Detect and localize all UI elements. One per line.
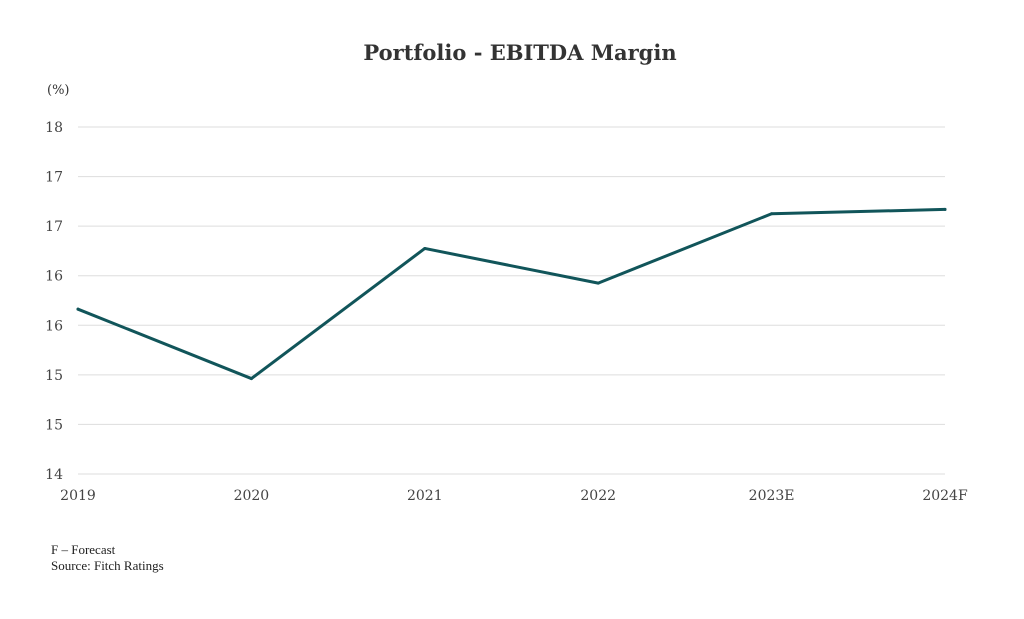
forecast-footnote: F – Forecast	[51, 542, 116, 557]
y-tick-label: 17	[45, 170, 63, 186]
data-point	[249, 377, 253, 381]
x-tick-label: 2023E	[749, 488, 795, 504]
data-point	[76, 307, 80, 311]
data-point	[943, 207, 947, 211]
x-tick-label: 2022	[580, 488, 616, 504]
y-tick-label: 14	[45, 467, 63, 483]
y-tick-label: 18	[45, 120, 63, 136]
x-tick-label: 2020	[234, 488, 270, 504]
data-point	[770, 212, 774, 216]
y-axis-unit-label: (%)	[47, 83, 70, 98]
y-tick-label: 15	[45, 368, 63, 384]
y-tick-label: 15	[45, 417, 63, 433]
ebitda-margin-line	[76, 207, 947, 381]
y-tick-label: 16	[45, 318, 63, 334]
y-tick-label: 16	[45, 269, 63, 285]
data-point	[596, 281, 600, 285]
data-point	[423, 246, 427, 250]
chart-title: Portfolio - EBITDA Margin	[363, 40, 677, 65]
x-tick-label: 2024F	[922, 488, 968, 504]
x-tick-label: 2019	[60, 488, 96, 504]
y-tick-label: 17	[45, 219, 63, 235]
source-footnote: Source: Fitch Ratings	[51, 558, 164, 573]
x-tick-label: 2021	[407, 488, 443, 504]
